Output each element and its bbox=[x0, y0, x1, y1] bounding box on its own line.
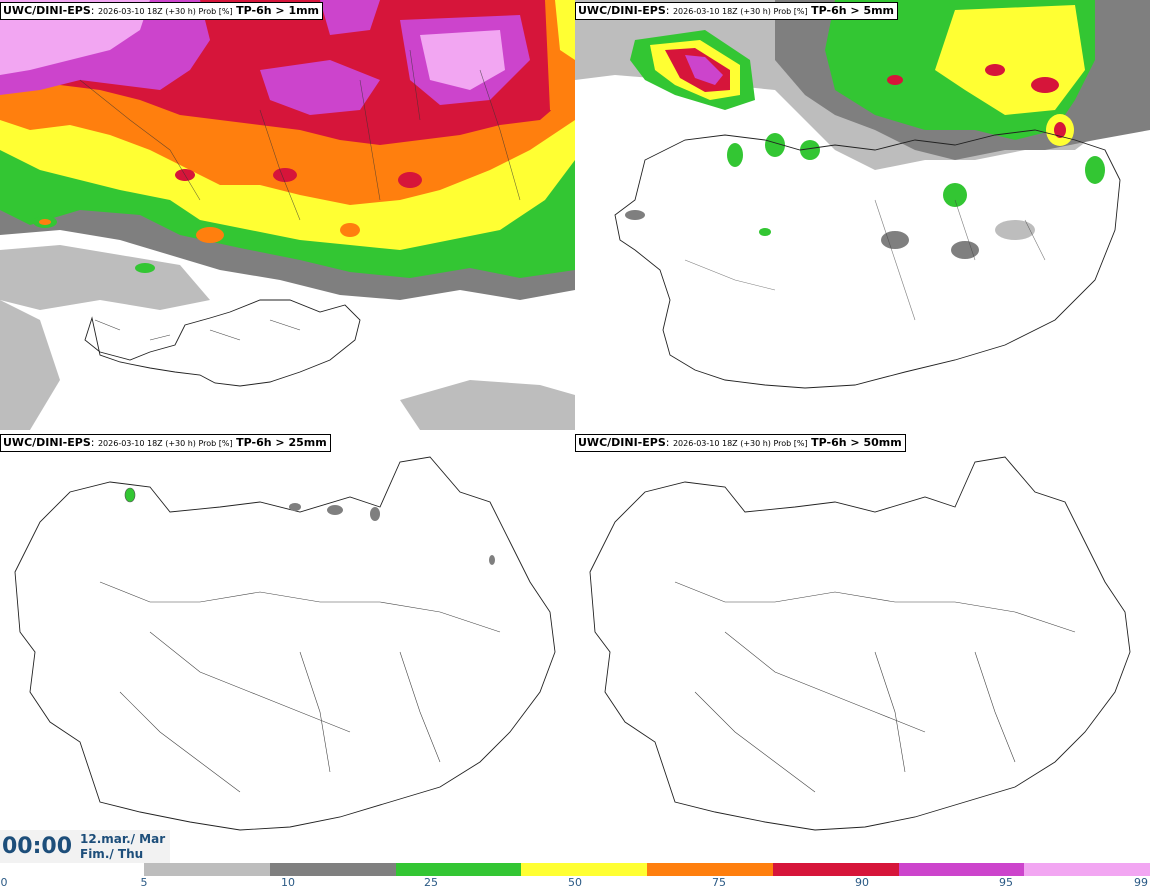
parameter-label: TP-6h > 1mm bbox=[236, 4, 320, 17]
map-panel-50mm: UWC/DINI-EPS: 2026-03-10 18Z (+30 h) Pro… bbox=[575, 432, 1150, 862]
run-info: 2026-03-10 18Z (+30 h) Prob [%] bbox=[97, 439, 233, 448]
probability-map bbox=[0, 0, 575, 430]
probability-colorbar bbox=[144, 863, 1150, 876]
colorbar-tick-label: 0 bbox=[0, 876, 8, 889]
colorbar-segment bbox=[395, 863, 522, 876]
map-panel-5mm: UWC/DINI-EPS: 2026-03-10 18Z (+30 h) Pro… bbox=[575, 0, 1150, 430]
map-header: UWC/DINI-EPS: 2026-03-10 18Z (+30 h) Pro… bbox=[575, 2, 899, 20]
model-name: UWC/DINI-EPS bbox=[578, 4, 666, 17]
colorbar-tick-label: 5 bbox=[140, 876, 148, 889]
run-info: 2026-03-10 18Z (+30 h) Prob [%] bbox=[97, 7, 233, 16]
run-info: 2026-03-10 18Z (+30 h) Prob [%] bbox=[672, 7, 808, 16]
parameter-label: TP-6h > 50mm bbox=[811, 436, 902, 449]
probability-map bbox=[14, 456, 556, 831]
probability-map bbox=[589, 456, 1131, 831]
map-header: UWC/DINI-EPS: 2026-03-10 18Z (+30 h) Pro… bbox=[575, 434, 906, 452]
valid-time: 00:00 bbox=[2, 834, 73, 859]
model-name: UWC/DINI-EPS bbox=[3, 436, 91, 449]
parameter-label: TP-6h > 25mm bbox=[236, 436, 327, 449]
map-header: UWC/DINI-EPS: 2026-03-10 18Z (+30 h) Pro… bbox=[0, 434, 331, 452]
colorbar-segment bbox=[269, 863, 396, 876]
map-panel-25mm: UWC/DINI-EPS: 2026-03-10 18Z (+30 h) Pro… bbox=[0, 432, 575, 862]
colorbar-segment bbox=[647, 863, 773, 876]
map-header: UWC/DINI-EPS: 2026-03-10 18Z (+30 h) Pro… bbox=[0, 2, 324, 20]
colorbar-tick-label: 75 bbox=[712, 876, 726, 889]
model-name: UWC/DINI-EPS bbox=[3, 4, 91, 17]
valid-date: 12.mar./ Mar bbox=[80, 832, 166, 846]
colorbar-segment bbox=[898, 863, 1025, 876]
run-info: 2026-03-10 18Z (+30 h) Prob [%] bbox=[672, 439, 808, 448]
colorbar-segment bbox=[772, 863, 899, 876]
colorbar-tick-label: 50 bbox=[568, 876, 582, 889]
parameter-label: TP-6h > 5mm bbox=[811, 4, 895, 17]
colorbar-tick-label: 95 bbox=[999, 876, 1013, 889]
model-name: UWC/DINI-EPS bbox=[578, 436, 666, 449]
probability-map bbox=[575, 0, 1150, 389]
map-panel-1mm: UWC/DINI-EPS: 2026-03-10 18Z (+30 h) Pro… bbox=[0, 0, 575, 430]
colorbar-tick-label: 10 bbox=[281, 876, 295, 889]
colorbar-segment bbox=[521, 863, 647, 876]
colorbar-segment bbox=[144, 863, 270, 876]
colorbar-segment bbox=[1024, 863, 1150, 876]
valid-time-box: 00:00 12.mar./ Mar Fim./ Thu bbox=[0, 830, 170, 863]
valid-weekday: Fim./ Thu bbox=[80, 847, 144, 861]
colorbar-tick-label: 99 bbox=[1134, 876, 1148, 889]
colorbar-tick-label: 90 bbox=[855, 876, 869, 889]
colorbar-tick-label: 25 bbox=[424, 876, 438, 889]
